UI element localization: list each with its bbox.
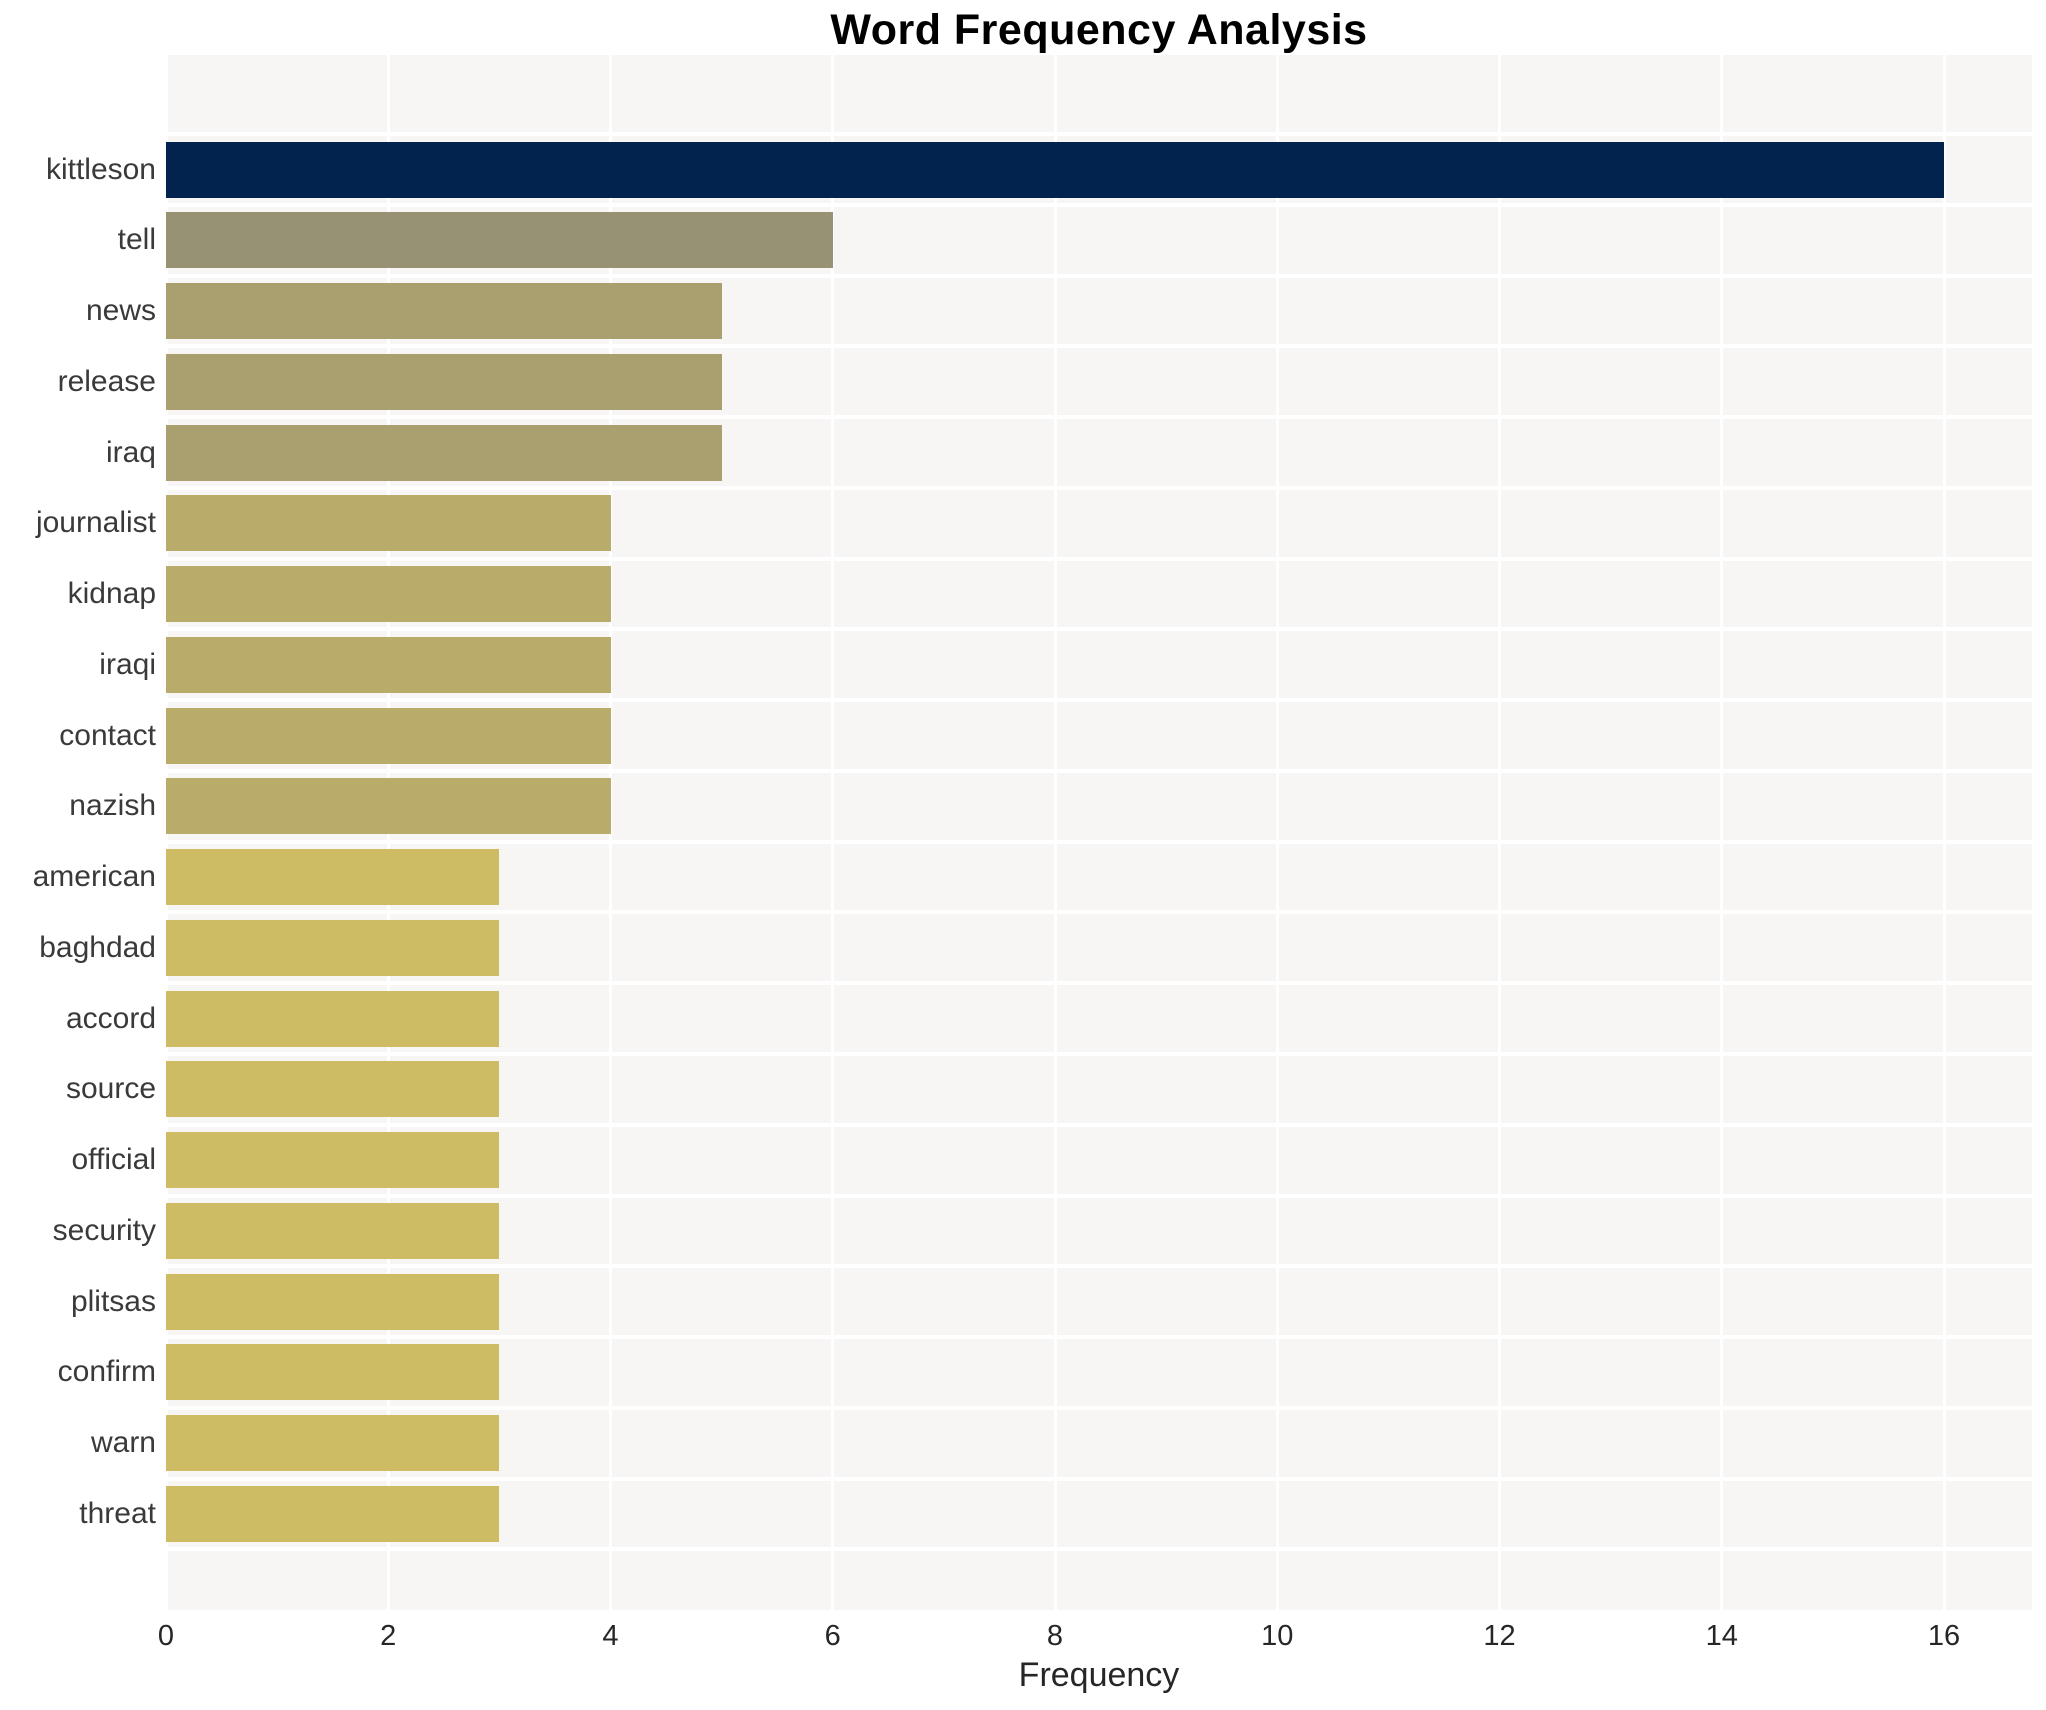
x-tick-label-4: 4 [602, 1620, 619, 1652]
x-tick-label-2: 2 [380, 1620, 397, 1652]
bar-news [166, 283, 722, 340]
y-gridline [166, 273, 2032, 278]
bar-accord [166, 990, 500, 1047]
bar-contact [166, 707, 611, 764]
y-gridline [166, 910, 2032, 915]
y-gridline [166, 698, 2032, 703]
bar-tell [166, 212, 833, 269]
x-tick-label-14: 14 [1705, 1620, 1738, 1652]
y-tick-label-official: official [71, 1143, 157, 1177]
bar-confirm [166, 1344, 500, 1401]
x-tick-label-0: 0 [157, 1620, 175, 1652]
x-tick-label-8: 8 [1046, 1620, 1064, 1652]
y-gridline [166, 1193, 2032, 1198]
plot-area [164, 55, 2032, 1610]
y-tick-label-release: release [57, 364, 156, 398]
x-gridline [831, 55, 835, 1610]
y-tick-label-iraq: iraq [105, 435, 156, 469]
bar-plitsas [166, 1273, 500, 1330]
bar-threat [166, 1485, 500, 1542]
bar-kittleson [166, 141, 1944, 198]
y-tick-label-kidnap: kidnap [67, 577, 156, 611]
x-tick-label-10: 10 [1261, 1620, 1294, 1652]
y-tick-label-plitsas: plitsas [70, 1284, 156, 1318]
y-tick-label-nazish: nazish [69, 789, 156, 823]
y-gridline [166, 202, 2032, 207]
y-tick-label-source: source [65, 1072, 156, 1106]
y-gridline [166, 485, 2032, 490]
x-tick-label-6: 6 [824, 1620, 841, 1652]
y-gridline [166, 1264, 2032, 1269]
y-tick-label-journalist: journalist [35, 506, 156, 540]
y-gridline [166, 1335, 2032, 1340]
y-tick-label-kittleson: kittleson [45, 152, 156, 186]
x-gridline [1942, 55, 1946, 1610]
bar-journalist [166, 495, 611, 552]
y-tick-label-baghdad: baghdad [39, 930, 156, 964]
y-gridline [166, 1476, 2032, 1481]
y-gridline [166, 556, 2032, 561]
x-tick-label-16: 16 [1927, 1620, 1961, 1652]
x-gridline [609, 55, 612, 1610]
y-gridline [166, 768, 2032, 773]
y-tick-label-news: news [85, 294, 156, 328]
y-tick-label-iraqi: iraqi [99, 647, 156, 681]
x-gridline [1053, 55, 1057, 1610]
y-gridline [166, 344, 2032, 349]
y-gridline [166, 981, 2032, 986]
bar-security [166, 1202, 500, 1259]
bar-official [166, 1132, 500, 1189]
y-gridline [166, 1052, 2032, 1056]
y-gridline [166, 132, 2032, 137]
y-gridline [166, 1547, 2032, 1552]
bar-iraq [166, 424, 722, 481]
y-tick-label-contact: contact [59, 718, 156, 752]
y-gridline [166, 415, 2032, 420]
y-tick-label-tell: tell [117, 223, 156, 257]
y-gridline [166, 627, 2032, 632]
y-tick-label-confirm: confirm [57, 1355, 156, 1389]
y-tick-label-warn: warn [90, 1426, 156, 1460]
bar-nazish [166, 778, 611, 835]
y-gridline [166, 1122, 2032, 1127]
y-gridline [166, 1405, 2032, 1410]
chart-title: Word Frequency Analysis [830, 6, 1368, 54]
bar-iraqi [166, 636, 611, 693]
x-tick-label-12: 12 [1483, 1620, 1516, 1652]
y-tick-label-accord: accord [65, 1001, 156, 1035]
x-gridline [1275, 55, 1279, 1610]
y-gridline [166, 839, 2032, 844]
bar-source [166, 1061, 500, 1118]
bar-american [166, 849, 500, 906]
bar-baghdad [166, 919, 500, 976]
y-tick-label-security: security [52, 1213, 156, 1247]
y-tick-label-threat: threat [79, 1496, 156, 1530]
bar-warn [166, 1415, 500, 1472]
x-gridline [1498, 55, 1501, 1610]
x-axis-title: Frequency [1018, 1656, 1180, 1694]
bar-release [166, 353, 722, 410]
bar-kidnap [166, 566, 611, 623]
x-gridline [1720, 55, 1724, 1610]
y-tick-label-american: american [32, 860, 156, 894]
